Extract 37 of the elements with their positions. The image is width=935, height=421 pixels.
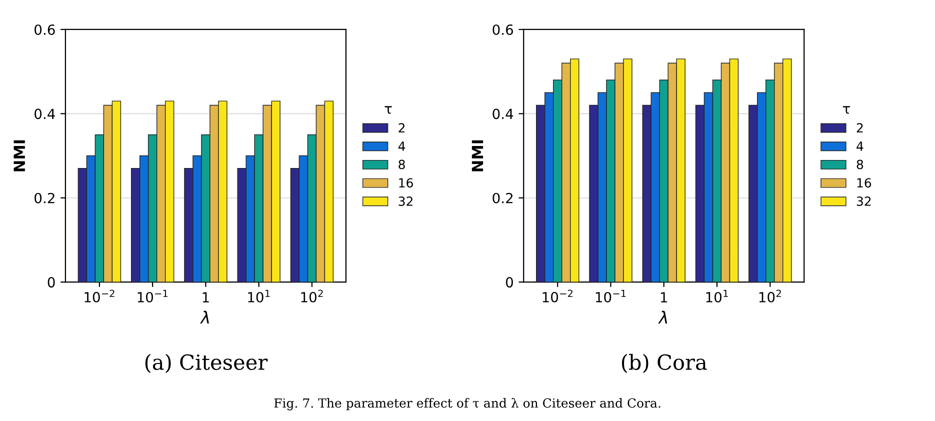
y-tick-label: 0.2 [34,192,54,204]
x-tick-label: 10$^{−1}$ [596,290,626,302]
y-axis-title: NMI [472,140,484,172]
y-tick-label: 0 [506,277,513,288]
legend-title: τ [384,106,392,114]
legend-label: 4 [856,142,864,151]
caption: Fig. 7. The parameter effect of τ and λ on Citeseer and Cora. [274,398,660,410]
legend-label: 8 [398,160,405,170]
text: (b) Cora [622,354,707,373]
y-tick-label: 0.6 [492,24,514,35]
legend-label: 4 [398,142,406,151]
legend-label: 32 [856,196,871,206]
legend-label: 8 [856,160,864,170]
x-tick-label: 10$^{2}$ [759,290,781,302]
x-tick-label: 10$^{1}$ [248,290,270,302]
x-tick-label: 10$^{−1}$ [138,290,168,302]
legend-label: 32 [398,196,412,206]
y-tick-label: 0.4 [34,108,55,120]
x-tick-label: 1 [660,292,667,302]
x-tick-label: 1 [202,292,209,302]
legend-label: 16 [857,178,872,188]
y-axis-title: NMI [14,140,25,172]
y-tick-label: 0.2 [492,192,512,204]
y-tick-label: 0.4 [492,108,514,120]
x-tick-label: 10$^{2}$ [301,290,323,302]
y-tick-label: 0.6 [34,24,55,35]
legend-title: τ [842,106,850,114]
x-axis-title: λ [200,310,209,324]
x-axis-title: λ [658,310,668,324]
x-tick-label: 10$^{−2}$ [84,290,114,302]
y-tick-label: 0 [48,277,55,288]
x-tick-label: 10$^{1}$ [706,290,728,302]
x-tick-label: 10$^{−2}$ [542,290,572,302]
legend-label: 16 [399,178,413,188]
legend-label: 2 [398,123,405,132]
legend-label: 2 [856,123,863,132]
text: (a) Citeseer [145,354,268,373]
